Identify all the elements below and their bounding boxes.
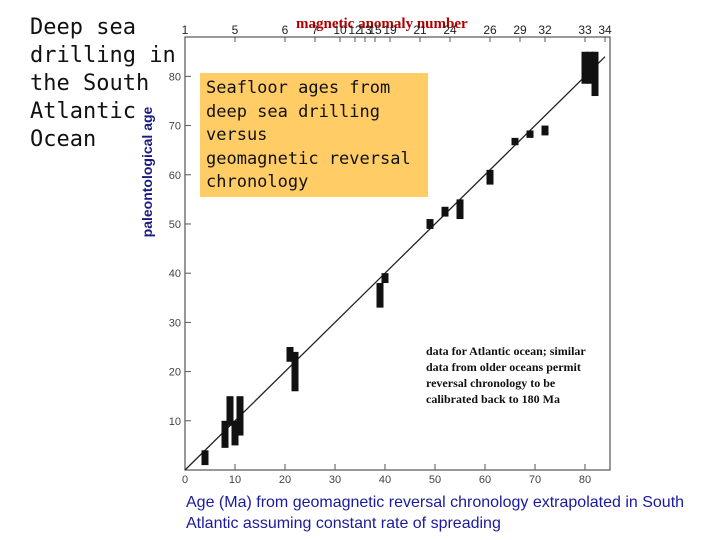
y-tick-label: 20 — [169, 367, 181, 379]
x-axis-label: Age (Ma) from geomagnetic reversal chron… — [186, 494, 685, 532]
data-point — [291, 351, 299, 392]
callout-line: chronology — [206, 172, 309, 192]
top-tick-label: 33 — [578, 23, 592, 37]
data-point — [581, 51, 589, 84]
callout-box: Seafloor ages from deep sea drilling ver… — [200, 73, 428, 197]
data-point — [231, 420, 239, 446]
x-tick-label: 40 — [379, 474, 391, 486]
data-point — [376, 283, 384, 308]
y-tick-label: 80 — [169, 71, 181, 83]
top-tick-label: 12 — [348, 23, 362, 37]
top-tick-label: 1 — [182, 23, 189, 37]
callout-line: versus — [206, 125, 268, 145]
top-tick-label: 21 — [413, 23, 427, 37]
top-tick-label: 34 — [598, 23, 612, 37]
top-tick-label: 5 — [232, 23, 239, 37]
data-point — [381, 273, 389, 284]
x-tick-label: 20 — [279, 474, 291, 486]
data-points — [201, 51, 599, 466]
y-tick-label: 10 — [169, 416, 181, 428]
data-point — [586, 51, 594, 84]
data-point — [226, 396, 234, 426]
top-tick-label: 10 — [333, 23, 347, 37]
slide-title: Deep sea drilling in the South Atlantic … — [30, 15, 176, 152]
top-tick-label: 24 — [443, 23, 457, 37]
data-point — [526, 130, 534, 138]
top-axis-label: magnetic anomaly number — [296, 16, 468, 32]
data-point — [286, 346, 294, 362]
top-tick-label: 32 — [538, 23, 552, 37]
x-tick-label: 70 — [529, 474, 541, 486]
data-note: data for Atlantic ocean; similar data fr… — [426, 344, 586, 406]
plot-frame — [184, 36, 611, 471]
trend-line — [184, 56, 606, 471]
y-tick-label: 70 — [169, 121, 181, 133]
y-tick-label: 30 — [169, 317, 181, 329]
data-point — [541, 125, 549, 136]
top-tick-label: 15 — [368, 23, 382, 37]
x-tick-label: 30 — [329, 474, 341, 486]
callout-line: geomagnetic reversal — [206, 148, 411, 169]
data-point — [221, 420, 229, 448]
x-tick-label: 0 — [182, 474, 188, 486]
callout-line: deep sea drilling — [206, 101, 380, 122]
top-tick-label: 7 — [312, 23, 319, 37]
data-point — [591, 51, 599, 97]
callout-line: Seafloor ages from — [206, 78, 391, 98]
data-point — [201, 450, 209, 466]
y-tick-label: 60 — [169, 170, 181, 182]
data-point — [441, 206, 449, 217]
top-tick-label: 19 — [383, 23, 397, 37]
top-tick-label: 13 — [358, 23, 372, 37]
y-tick-label: 50 — [169, 219, 181, 231]
data-point — [426, 219, 434, 229]
trend-line-group — [184, 56, 606, 471]
top-tick-label: 6 — [282, 23, 289, 37]
top-tick-label: 29 — [513, 23, 527, 37]
x-tick-label: 10 — [229, 474, 241, 486]
x-tick-label: 80 — [579, 474, 591, 486]
x-tick-label: 60 — [479, 474, 491, 486]
data-point — [456, 199, 464, 220]
y-tick-label: 40 — [169, 268, 181, 280]
top-tick-label: 26 — [483, 23, 497, 37]
data-point — [511, 137, 519, 146]
data-point — [486, 169, 494, 185]
data-point — [236, 396, 244, 436]
x-tick-label: 50 — [429, 474, 441, 486]
